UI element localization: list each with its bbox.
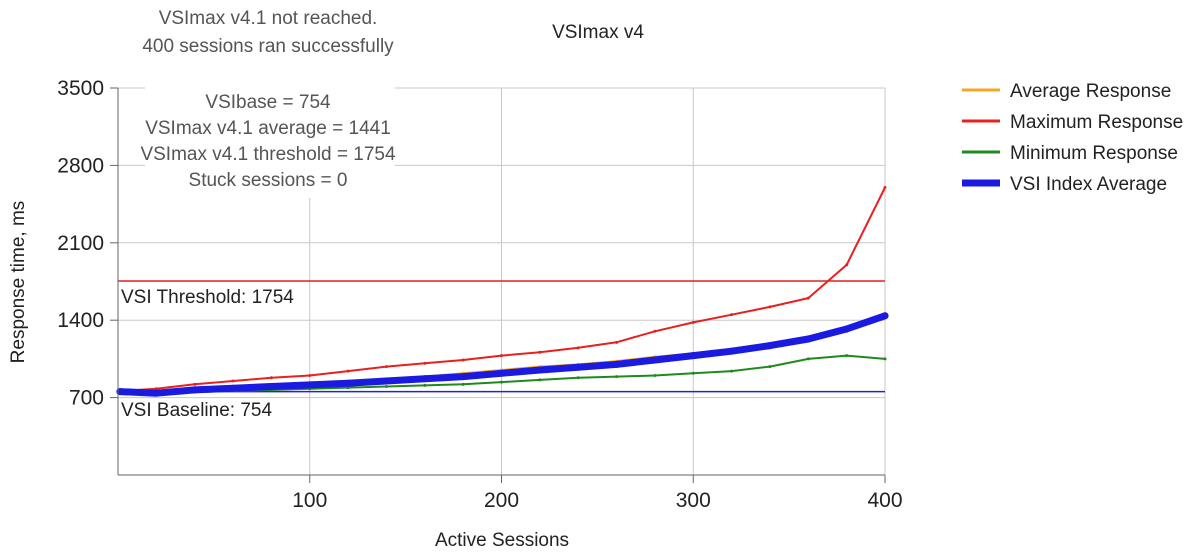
data-point-vsi-index [116, 388, 124, 396]
data-point-vsi-index [881, 312, 889, 320]
data-point-minimum [461, 382, 465, 386]
data-point-vsi-index [498, 369, 505, 377]
legend-label-minimum: Minimum Response [1010, 143, 1178, 164]
data-point-maximum [231, 379, 235, 383]
data-point-minimum [691, 371, 695, 375]
data-point-maximum [653, 329, 657, 333]
legend-label-vsi-index: VSI Index Average [1010, 174, 1167, 195]
data-point-maximum [730, 313, 734, 317]
legend-item-vsi-index: VSI Index Average [962, 174, 1167, 195]
x-tick-label: 200 [484, 489, 519, 512]
stat-vsibase: VSIbase = 754 [205, 92, 331, 113]
x-tick-labels: 100 200 300 400 [292, 489, 902, 512]
data-point-maximum [384, 365, 388, 369]
data-point-minimum [500, 380, 503, 384]
data-point-vsi-index [152, 389, 160, 397]
chart-title: VSImax v4 [552, 22, 644, 43]
legend-label-average: Average Response [1010, 81, 1171, 102]
data-point-maximum [883, 186, 887, 190]
legend-label-maximum: Maximum Response [1010, 112, 1183, 133]
y-tick-label: 2100 [57, 232, 104, 255]
data-point-vsi-index [804, 335, 812, 343]
x-tick-label: 300 [676, 489, 711, 512]
data-point-vsi-index [459, 373, 467, 381]
stat-stuck: Stuck sessions = 0 [189, 170, 348, 191]
data-point-maximum [806, 296, 810, 300]
data-point-vsi-index [536, 366, 544, 374]
data-point-maximum [154, 387, 158, 391]
y-tick-label: 3500 [57, 77, 104, 100]
series-lines [116, 186, 889, 397]
data-point-minimum [806, 357, 810, 361]
x-tick-label: 400 [867, 489, 902, 512]
data-point-vsi-index [728, 347, 736, 355]
data-point-maximum [269, 376, 273, 380]
data-point-maximum [768, 305, 772, 309]
data-point-vsi-index [651, 356, 659, 364]
baseline-label: VSI Baseline: 754 [121, 400, 272, 421]
data-point-maximum [576, 346, 580, 350]
data-point-maximum [461, 358, 465, 362]
legend-item-maximum: Maximum Response [962, 112, 1183, 133]
legend-item-average: Average Response [962, 81, 1171, 102]
data-point-minimum [845, 354, 849, 358]
data-point-vsi-index [766, 342, 774, 350]
data-point-vsi-index [382, 377, 390, 385]
data-point-vsi-index [843, 325, 851, 333]
data-point-vsi-index [229, 384, 237, 392]
data-point-maximum [691, 320, 695, 324]
data-point-vsi-index [613, 360, 621, 368]
y-tick-label: 2800 [57, 154, 104, 177]
data-point-minimum [423, 383, 427, 387]
y-axis-title: Response time, ms [8, 201, 29, 364]
axes [117, 88, 885, 476]
x-tick-label: 100 [292, 489, 327, 512]
legend-item-minimum: Minimum Response [962, 143, 1178, 164]
stat-threshold: VSImax v4.1 threshold = 1754 [140, 144, 396, 165]
data-point-minimum [883, 357, 887, 361]
data-point-maximum [193, 382, 197, 386]
y-tick-label: 1400 [57, 309, 104, 332]
data-point-minimum [768, 365, 772, 369]
data-point-vsi-index [689, 352, 697, 360]
data-point-maximum [423, 361, 427, 365]
threshold-label: VSI Threshold: 1754 [121, 287, 294, 308]
data-point-minimum [384, 385, 388, 389]
data-point-vsi-index [306, 381, 314, 389]
data-point-minimum [576, 376, 580, 380]
data-point-maximum [615, 340, 619, 344]
legend: Average Response Maximum Response Minimu… [962, 81, 1183, 195]
stat-average: VSImax v4.1 average = 1441 [145, 118, 391, 139]
data-point-maximum [538, 350, 542, 354]
data-point-minimum [538, 378, 542, 382]
data-point-vsi-index [344, 379, 352, 387]
chart-subtitle: VSImax v4.1 not reached. [159, 8, 378, 29]
data-point-vsi-index [421, 375, 429, 383]
x-axis-title: Active Sessions [435, 530, 569, 551]
stats-box [145, 86, 395, 198]
data-point-maximum [500, 354, 503, 358]
data-point-minimum [615, 375, 619, 379]
data-point-maximum [346, 369, 350, 373]
data-point-maximum [845, 263, 849, 267]
data-point-vsi-index [267, 383, 275, 391]
data-point-minimum [346, 386, 350, 390]
data-point-vsi-index [574, 363, 582, 371]
data-point-minimum [730, 369, 734, 373]
y-tick-label: 700 [69, 387, 104, 410]
chart-subtitle-2: 400 sessions ran successfully [142, 36, 394, 57]
data-point-vsi-index [191, 386, 199, 394]
y-tick-labels: 3500 2800 2100 1400 700 [57, 77, 104, 410]
data-point-minimum [653, 373, 657, 377]
data-point-maximum [308, 373, 312, 377]
